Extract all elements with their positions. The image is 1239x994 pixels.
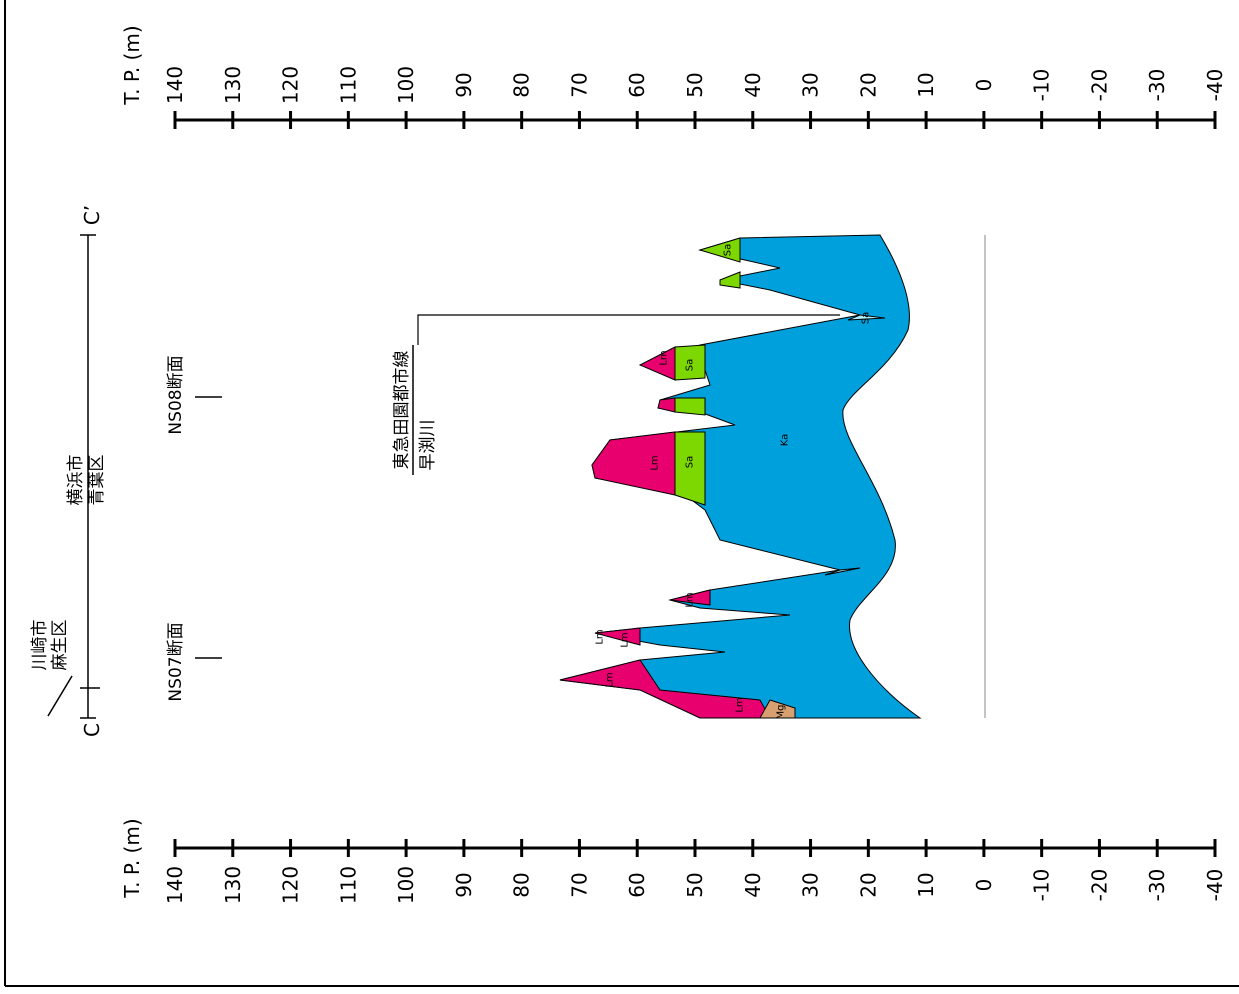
layer-label: Sa bbox=[861, 312, 872, 324]
layer-label: Sa bbox=[685, 456, 696, 468]
tick-label: 50 bbox=[683, 72, 707, 97]
page: T. P. (m) 140130120110100908070605040302… bbox=[0, 0, 1239, 990]
layer-label: Ka bbox=[780, 434, 791, 447]
tick-label: -40 bbox=[1203, 69, 1227, 102]
tick-label: -20 bbox=[1087, 69, 1111, 102]
river-label: 早渕川 bbox=[418, 420, 438, 471]
tick-label: 60 bbox=[625, 872, 649, 897]
tick-label: -40 bbox=[1203, 869, 1227, 902]
tick-label: -20 bbox=[1087, 869, 1111, 902]
tick-label: 100 bbox=[394, 866, 418, 904]
layer-label: Lm bbox=[659, 350, 670, 365]
tick-label: 0 bbox=[972, 879, 996, 892]
tick-label: 80 bbox=[510, 72, 534, 97]
axis-label: T. P. (m) bbox=[120, 818, 144, 898]
ward-label: 麻生区 bbox=[50, 620, 70, 671]
lm-layer bbox=[640, 347, 675, 380]
city-label: 川崎市 bbox=[30, 620, 50, 671]
tick-label: 120 bbox=[279, 866, 303, 904]
tick-label: 20 bbox=[856, 72, 880, 97]
section-name: NS08断面 bbox=[166, 355, 186, 434]
ward-label: 青葉区 bbox=[87, 455, 107, 506]
tick-label: -10 bbox=[1030, 869, 1054, 902]
sa-layer bbox=[675, 398, 705, 415]
tick-label: 110 bbox=[336, 66, 360, 104]
lm-layer bbox=[592, 432, 675, 495]
tick-label: 130 bbox=[221, 66, 245, 104]
tick-label: 90 bbox=[452, 72, 476, 97]
layer-label: Sa bbox=[723, 244, 734, 256]
tick-label: 140 bbox=[163, 866, 187, 904]
railway-label: 東急田園都市線 bbox=[392, 351, 412, 470]
layer-label: Lm bbox=[650, 455, 661, 470]
lm-layer bbox=[658, 398, 675, 412]
layer-label: Lm bbox=[595, 629, 606, 644]
axis-label: T. P. (m) bbox=[120, 25, 144, 105]
tick-label: 30 bbox=[799, 872, 823, 897]
tick-label: 10 bbox=[914, 72, 938, 97]
tick-label: 50 bbox=[683, 872, 707, 897]
tick-label: 20 bbox=[856, 872, 880, 897]
tick-label: -10 bbox=[1030, 69, 1054, 102]
tick-label: 80 bbox=[510, 872, 534, 897]
tick-label: -30 bbox=[1145, 69, 1169, 102]
section-name: NS07断面 bbox=[166, 622, 186, 701]
tick-label: 40 bbox=[741, 72, 765, 97]
tick-label: 100 bbox=[394, 66, 418, 104]
sa-layer bbox=[700, 238, 740, 262]
cross-section bbox=[560, 235, 920, 718]
tick-label: 70 bbox=[567, 872, 591, 897]
tick-label: 60 bbox=[625, 72, 649, 97]
tick-label: 0 bbox=[972, 79, 996, 92]
tick-label: 30 bbox=[799, 72, 823, 97]
tick-label: 140 bbox=[163, 66, 187, 104]
tick-label: 90 bbox=[452, 872, 476, 897]
sa-layer bbox=[720, 272, 740, 288]
layer-label: Mg bbox=[776, 705, 787, 720]
tick-label: 40 bbox=[741, 872, 765, 897]
tick-label: 10 bbox=[914, 872, 938, 897]
city-label: 横浜市 bbox=[66, 455, 86, 506]
layer-label: Lm bbox=[605, 672, 616, 687]
layer-label: Lm bbox=[620, 632, 631, 647]
layer-label: Lm bbox=[685, 592, 696, 607]
tick-label: 120 bbox=[279, 66, 303, 104]
section-end: C’ bbox=[80, 205, 104, 225]
layer-label: Lm bbox=[735, 697, 746, 712]
tick-label: 70 bbox=[567, 72, 591, 97]
tick-label: 130 bbox=[221, 866, 245, 904]
tick-label: -30 bbox=[1145, 869, 1169, 902]
boundary-line bbox=[48, 676, 72, 716]
section-start: C bbox=[80, 723, 104, 737]
layer-label: Sa bbox=[685, 359, 696, 371]
tick-label: 110 bbox=[336, 866, 360, 904]
